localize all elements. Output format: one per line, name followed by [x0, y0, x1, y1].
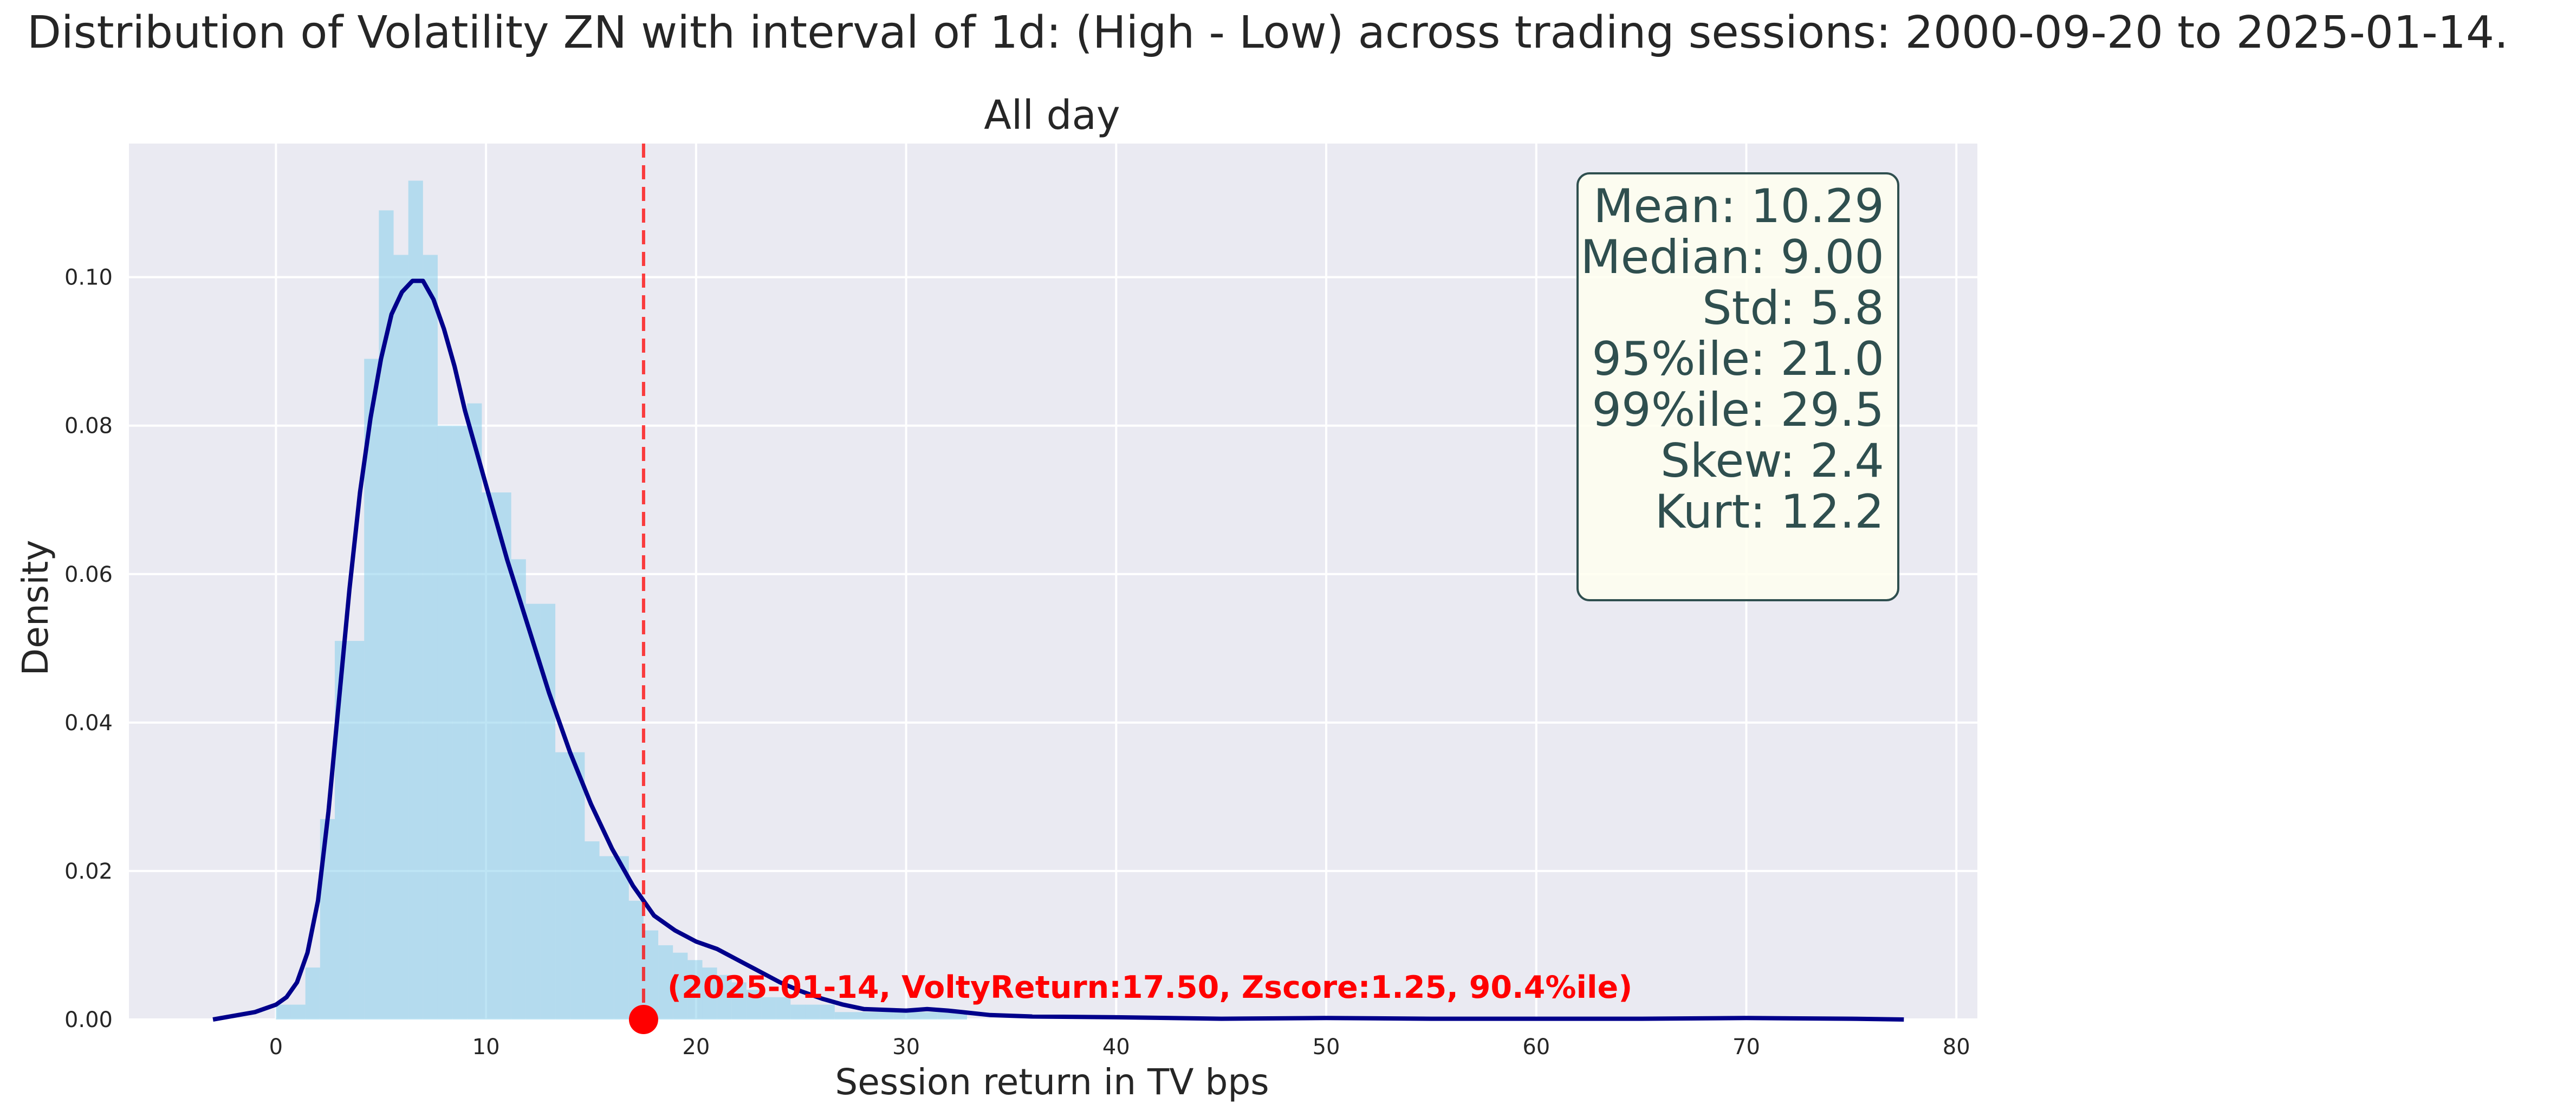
histogram-bar [525, 603, 541, 1019]
histogram-bar [349, 641, 365, 1019]
histogram-bar [423, 255, 438, 1020]
histogram-bar [879, 1012, 894, 1019]
histogram-bar [334, 641, 350, 1019]
histogram-bar [614, 856, 629, 1019]
x-tick-label: 50 [1313, 1035, 1340, 1060]
y-axis-label: Density [15, 540, 56, 676]
kde-line [212, 278, 1904, 1022]
chart-title: All day [984, 92, 1120, 139]
histogram-bar [658, 945, 673, 1019]
chart-suptitle: Distribution of Volatility ZN with inter… [27, 7, 2508, 59]
histogram-bar [437, 425, 453, 1020]
x-tick-label: 20 [682, 1035, 710, 1060]
histogram-bar [687, 960, 703, 1019]
y-tick-label: 0.02 [64, 859, 113, 884]
histogram-bar [467, 403, 482, 1019]
y-tick-label: 0.08 [64, 414, 113, 439]
histogram-bar [393, 255, 408, 1020]
histogram-bar [482, 492, 497, 1019]
histogram-bar [555, 752, 570, 1019]
histogram-bar [452, 425, 468, 1020]
histogram-bar [585, 841, 600, 1019]
plot-area: (2025-01-14, VoltyReturn:17.50, Zscore:1… [64, 144, 1977, 1060]
x-tick-label: 40 [1102, 1035, 1130, 1060]
histogram-bar [570, 752, 585, 1019]
histogram-bar [305, 967, 320, 1019]
histogram-bar [496, 492, 511, 1019]
x-tick-label: 80 [1943, 1035, 1970, 1060]
x-tick-label: 60 [1522, 1035, 1550, 1060]
histogram-bar [790, 1004, 806, 1019]
stats-line: 99%ile: 29.5 [1592, 383, 1884, 437]
histogram-bar [702, 967, 717, 1019]
histogram-bar [673, 952, 688, 1019]
histogram-bar [820, 1004, 835, 1019]
histogram-bar [937, 1012, 952, 1019]
histogram-bar [643, 930, 659, 1019]
histogram-bar [511, 559, 526, 1019]
stats-line: Skew: 2.4 [1660, 434, 1884, 488]
histogram-bar [923, 1012, 938, 1019]
stats-line: 95%ile: 21.0 [1592, 332, 1884, 386]
histogram-bar [864, 1012, 879, 1019]
histogram-bar [628, 900, 644, 1019]
x-axis-label: Session return in TV bps [835, 1061, 1269, 1103]
current-value-marker [628, 1005, 658, 1034]
histogram-bar [893, 1012, 909, 1019]
histogram-bar [408, 180, 423, 1019]
stats-line: Kurt: 12.2 [1655, 485, 1885, 539]
y-tick-label: 0.00 [64, 1008, 113, 1032]
y-tick-label: 0.10 [64, 265, 113, 290]
histogram-bar [731, 982, 747, 1019]
x-tick-label: 70 [1733, 1035, 1760, 1060]
x-tick-label: 10 [472, 1035, 500, 1060]
histogram-bar [776, 997, 791, 1019]
histogram-bar [599, 856, 614, 1019]
histogram-bar [761, 997, 776, 1019]
event-annotation: (2025-01-14, VoltyReturn:17.50, Zscore:1… [667, 970, 1632, 1005]
y-tick-label: 0.04 [64, 711, 113, 736]
stats-box [1576, 172, 1899, 601]
x-tick-label: 0 [269, 1035, 283, 1060]
histogram-bar [717, 975, 732, 1019]
stats-line: Std: 5.8 [1702, 281, 1884, 335]
stats-line: Median: 9.00 [1580, 230, 1884, 284]
histogram-bar [364, 359, 379, 1019]
histogram-bar [805, 1004, 820, 1019]
histogram-bar [276, 1004, 291, 1019]
histogram-bar [746, 990, 762, 1019]
histogram-bar [290, 1004, 306, 1019]
stats-line: Mean: 10.29 [1593, 179, 1884, 233]
histogram-bar [849, 1012, 865, 1019]
x-tick-label: 30 [892, 1035, 920, 1060]
histogram-bar [834, 1012, 849, 1019]
y-tick-label: 0.06 [64, 562, 113, 587]
histogram-bar [908, 1012, 923, 1019]
